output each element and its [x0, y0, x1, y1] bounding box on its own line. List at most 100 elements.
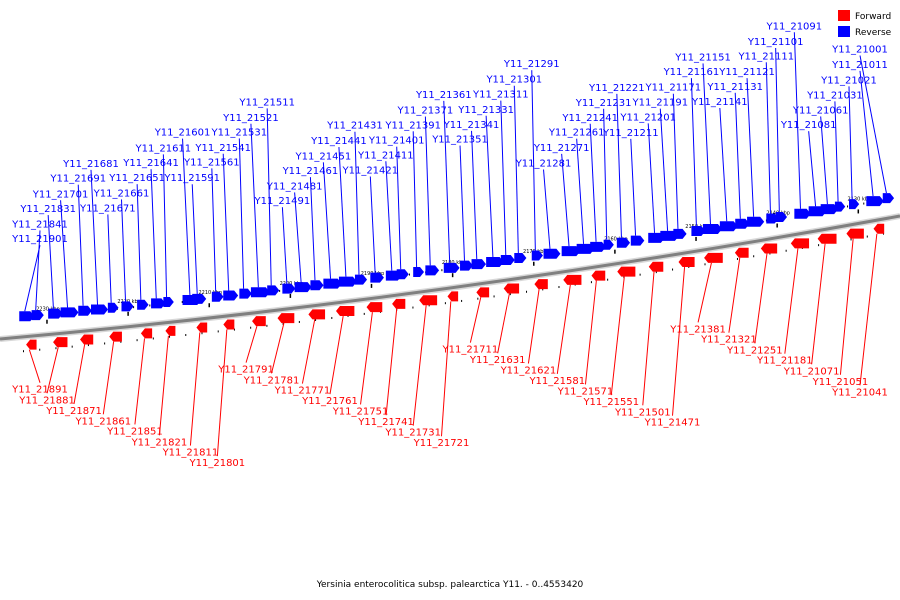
gene-label[interactable]: Y11_21761: [301, 396, 358, 407]
forward-gene[interactable]: [26, 339, 37, 350]
gene-label[interactable]: Y11_21241: [561, 113, 618, 124]
forward-gene[interactable]: [165, 325, 176, 336]
gene-label[interactable]: Y11_21201: [619, 112, 676, 123]
gene-label[interactable]: Y11_21141: [691, 97, 748, 108]
gene-label[interactable]: Y11_21011: [831, 60, 888, 71]
reverse-gene[interactable]: [719, 221, 738, 232]
reverse-gene[interactable]: [370, 272, 384, 283]
gene-label[interactable]: Y11_21301: [485, 75, 542, 86]
gene-label[interactable]: Y11_21831: [19, 204, 76, 215]
reverse-gene[interactable]: [294, 282, 312, 293]
reverse-gene[interactable]: [500, 254, 515, 265]
reverse-gene[interactable]: [630, 235, 645, 246]
reverse-gene[interactable]: [691, 225, 706, 236]
reverse-gene[interactable]: [223, 290, 239, 301]
gene-label[interactable]: Y11_21501: [614, 407, 671, 418]
gene-label[interactable]: Y11_21271: [533, 143, 590, 154]
forward-gene[interactable]: [419, 295, 438, 306]
reverse-gene[interactable]: [425, 265, 440, 276]
reverse-gene[interactable]: [192, 293, 207, 304]
gene-label[interactable]: Y11_21221: [588, 83, 645, 94]
gene-label[interactable]: Y11_21451: [295, 151, 352, 162]
reverse-gene[interactable]: [561, 246, 581, 257]
gene-label[interactable]: Y11_21661: [93, 188, 150, 199]
forward-gene[interactable]: [196, 322, 208, 333]
gene-label[interactable]: Y11_21801: [189, 458, 246, 469]
forward-gene[interactable]: [790, 238, 810, 249]
reverse-gene[interactable]: [31, 310, 44, 321]
gene-label[interactable]: Y11_21581: [528, 376, 585, 387]
reverse-gene[interactable]: [616, 237, 631, 248]
reverse-gene[interactable]: [48, 308, 63, 319]
forward-gene[interactable]: [734, 247, 749, 258]
reverse-gene[interactable]: [747, 216, 765, 227]
gene-label[interactable]: Y11_21691: [49, 174, 106, 185]
gene-label[interactable]: Y11_21711: [442, 345, 499, 356]
gene-label[interactable]: Y11_21671: [79, 203, 136, 214]
forward-gene[interactable]: [873, 223, 885, 234]
forward-gene[interactable]: [140, 328, 153, 339]
reverse-gene[interactable]: [820, 204, 839, 215]
forward-gene[interactable]: [447, 291, 459, 302]
gene-label[interactable]: Y11_21771: [274, 386, 331, 397]
gene-label[interactable]: Y11_21411: [357, 150, 414, 161]
forward-gene[interactable]: [591, 270, 606, 281]
gene-label[interactable]: Y11_21871: [45, 406, 102, 417]
reverse-gene[interactable]: [794, 208, 811, 219]
gene-label[interactable]: Y11_21461: [282, 166, 339, 177]
gene-label[interactable]: Y11_21121: [718, 67, 775, 78]
gene-label[interactable]: Y11_21681: [62, 159, 119, 170]
gene-label[interactable]: Y11_21851: [106, 426, 163, 437]
gene-label[interactable]: Y11_21601: [154, 128, 211, 139]
reverse-gene[interactable]: [882, 193, 895, 204]
gene-label[interactable]: Y11_21291: [503, 59, 560, 70]
gene-label[interactable]: Y11_21891: [11, 385, 68, 396]
reverse-gene[interactable]: [282, 283, 296, 294]
gene-label[interactable]: Y11_21861: [74, 416, 131, 427]
gene-label[interactable]: Y11_21361: [415, 90, 472, 101]
forward-gene[interactable]: [760, 243, 778, 254]
reverse-gene[interactable]: [603, 239, 614, 250]
forward-gene[interactable]: [392, 298, 406, 309]
reverse-gene[interactable]: [460, 260, 473, 271]
reverse-gene[interactable]: [239, 288, 252, 299]
gene-label[interactable]: Y11_21251: [726, 345, 783, 356]
gene-label[interactable]: Y11_21571: [557, 386, 614, 397]
gene-label[interactable]: Y11_21041: [831, 387, 888, 398]
forward-gene[interactable]: [846, 228, 864, 239]
gene-label[interactable]: Y11_21421: [341, 166, 398, 177]
gene-label[interactable]: Y11_21071: [783, 366, 840, 377]
gene-label[interactable]: Y11_21561: [183, 157, 240, 168]
gene-label[interactable]: Y11_21791: [217, 365, 274, 376]
gene-label[interactable]: Y11_21651: [108, 173, 165, 184]
gene-label[interactable]: Y11_21231: [575, 98, 632, 109]
forward-gene[interactable]: [704, 252, 723, 263]
gene-label[interactable]: Y11_21181: [756, 356, 813, 367]
gene-label[interactable]: Y11_21171: [645, 83, 702, 94]
reverse-gene[interactable]: [211, 291, 224, 302]
gene-label[interactable]: Y11_21621: [500, 365, 557, 376]
reverse-gene[interactable]: [766, 213, 779, 224]
gene-label[interactable]: Y11_21751: [332, 406, 389, 417]
reverse-gene[interactable]: [531, 250, 543, 261]
reverse-gene[interactable]: [866, 196, 884, 207]
gene-label[interactable]: Y11_21321: [700, 335, 757, 346]
reverse-gene[interactable]: [78, 305, 92, 316]
reverse-gene[interactable]: [486, 257, 504, 268]
gene-label[interactable]: Y11_21441: [310, 136, 367, 147]
reverse-gene[interactable]: [735, 218, 750, 229]
forward-gene[interactable]: [53, 337, 68, 348]
gene-label[interactable]: Y11_21351: [431, 135, 488, 146]
forward-gene[interactable]: [678, 257, 695, 268]
gene-label[interactable]: Y11_21401: [368, 136, 425, 147]
gene-label[interactable]: Y11_21781: [243, 375, 300, 386]
gene-label[interactable]: Y11_21811: [162, 448, 219, 459]
forward-gene[interactable]: [503, 283, 520, 294]
gene-label[interactable]: Y11_21511: [238, 97, 295, 108]
reverse-gene[interactable]: [834, 201, 846, 212]
forward-gene[interactable]: [648, 261, 664, 272]
gene-label[interactable]: Y11_21381: [669, 324, 726, 335]
reverse-gene[interactable]: [107, 302, 119, 313]
gene-label[interactable]: Y11_21021: [820, 75, 877, 86]
reverse-gene[interactable]: [443, 262, 460, 273]
